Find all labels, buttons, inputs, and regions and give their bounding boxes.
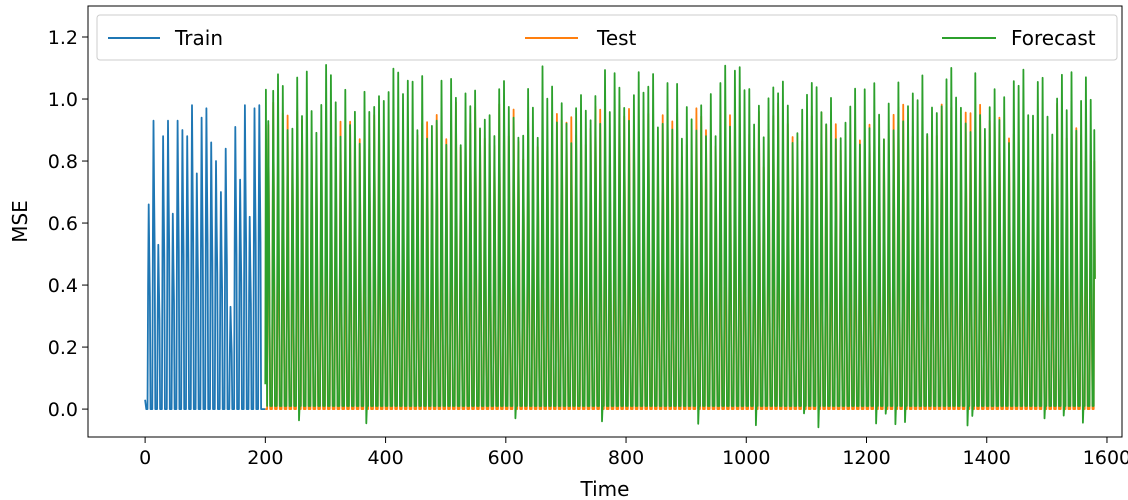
legend-train-label: Train (174, 26, 223, 50)
x-tick-label: 1400 (963, 447, 1011, 469)
legend-box (96, 14, 1118, 61)
ticks-layer: 0 200 400 600 800 1000 1200 1400 1600 0.0 0.2 0.4 0.… (48, 27, 1128, 469)
x-tick-label: 1200 (842, 447, 890, 469)
x-tick-label: 1600 (1083, 447, 1128, 469)
legend-test-label: Test (596, 26, 637, 50)
x-tick-label: 1000 (722, 447, 770, 469)
y-tick-label: 0.0 (48, 399, 78, 421)
y-tick-label: 0.2 (48, 337, 78, 359)
legend: Train Test Forecast (96, 14, 1118, 61)
plot-frame (87, 5, 1123, 438)
y-tick-label: 1.0 (48, 89, 78, 111)
series-train-line (144, 104, 266, 410)
x-tick-label: 200 (247, 447, 283, 469)
legend-forecast-label: Forecast (1011, 26, 1096, 50)
y-axis-label: MSE (8, 200, 32, 243)
y-tick-label: 1.2 (48, 27, 78, 49)
series-forecast-line (264, 64, 1096, 429)
series-layer (144, 64, 1096, 429)
y-tick-label: 0.6 (48, 213, 78, 235)
x-tick-label: 0 (139, 447, 151, 469)
x-tick-label: 800 (608, 447, 644, 469)
x-tick-label: 400 (367, 447, 403, 469)
x-tick-label: 600 (488, 447, 524, 469)
x-axis-label: Time (580, 477, 630, 500)
y-tick-label: 0.8 (48, 151, 78, 173)
y-tick-label: 0.4 (48, 275, 78, 297)
